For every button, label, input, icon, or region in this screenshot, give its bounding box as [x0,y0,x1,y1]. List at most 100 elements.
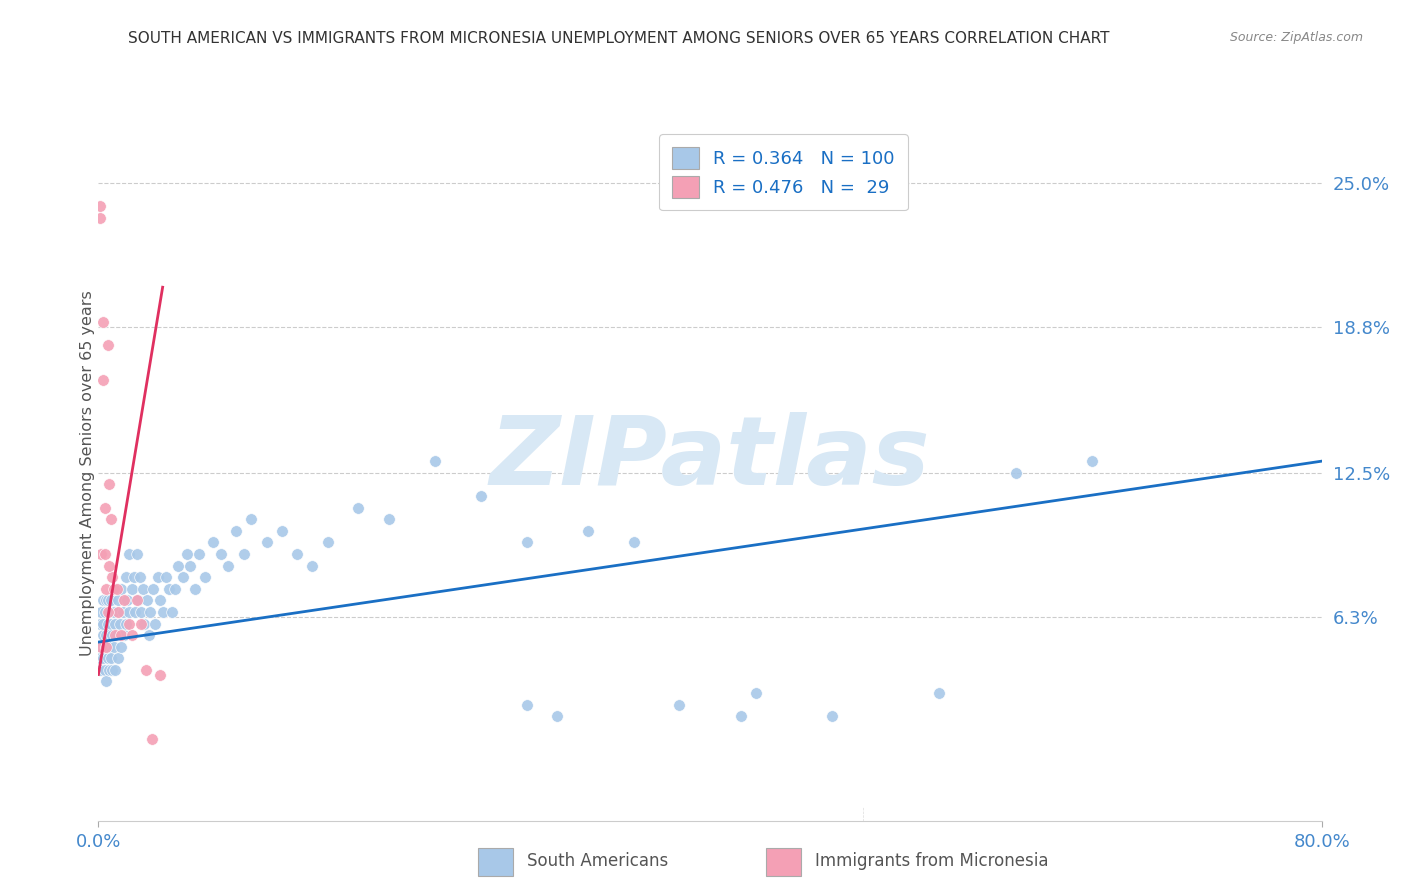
Point [316,535,339,549]
Point [98,628,121,642]
Point [135,663,157,677]
Point [98,477,121,491]
Point [136,593,159,607]
Point [98,558,121,573]
Point [90,640,112,654]
Point [104,616,127,631]
Point [110,628,132,642]
Point [93,640,115,654]
Point [423,454,446,468]
Point [89,616,111,631]
Point [98,663,121,677]
Text: Source: ZipAtlas.com: Source: ZipAtlas.com [1230,31,1364,45]
Point [101,663,124,677]
Point [93,605,115,619]
Point [90,547,112,561]
Point [139,605,162,619]
Point [100,651,122,665]
Point [821,709,844,723]
Point [104,663,127,677]
Point [91,315,114,329]
Point [730,709,752,723]
Point [94,640,117,654]
Point [104,628,127,642]
Point [217,558,239,573]
Point [122,570,145,584]
Point [232,547,254,561]
Point [172,570,194,584]
Point [91,628,114,642]
Point [347,500,370,515]
FancyBboxPatch shape [478,848,513,876]
Point [115,570,138,584]
Point [194,570,217,584]
Point [149,667,172,681]
Point [146,570,169,584]
Point [91,651,114,665]
Point [188,547,211,561]
Point [157,582,180,596]
Point [94,593,117,607]
Point [94,628,117,642]
Point [112,628,135,642]
Point [121,582,143,596]
Point [103,605,125,619]
Point [110,640,132,654]
Point [111,605,134,619]
Point [128,570,150,584]
Point [225,524,247,538]
Point [93,500,115,515]
Point [100,593,122,607]
Point [285,547,308,561]
Point [93,663,115,677]
Point [97,593,120,607]
Point [928,686,950,700]
Point [94,640,117,654]
Point [110,582,132,596]
Point [103,640,125,654]
Point [184,582,207,596]
FancyBboxPatch shape [766,848,801,876]
Point [91,373,114,387]
Point [124,605,146,619]
Point [91,593,114,607]
Point [623,535,645,549]
Point [152,605,174,619]
Point [129,605,152,619]
Point [301,558,323,573]
Point [138,628,160,642]
Point [98,605,121,619]
Point [202,535,225,549]
Point [97,338,120,352]
Point [179,558,201,573]
Point [100,512,122,526]
Point [546,709,568,723]
Point [115,616,138,631]
Point [107,593,129,607]
Point [142,582,165,596]
Point [149,593,172,607]
Point [155,570,177,584]
Point [117,593,139,607]
Point [745,686,768,700]
Point [90,663,112,677]
Point [112,593,135,607]
Point [91,616,114,631]
Point [141,732,163,747]
Point [107,605,129,619]
Point [118,616,141,631]
Point [129,616,152,631]
Point [256,535,278,549]
Legend: R = 0.364   N = 100, R = 0.476   N =  29: R = 0.364 N = 100, R = 0.476 N = 29 [659,134,908,211]
Point [100,616,122,631]
Point [107,651,129,665]
Point [94,582,117,596]
Point [94,674,117,689]
Point [270,524,292,538]
Point [125,547,148,561]
Point [516,698,538,712]
Point [118,547,141,561]
Text: ZIPatlas: ZIPatlas [489,412,931,506]
Point [89,211,111,225]
Point [127,593,149,607]
